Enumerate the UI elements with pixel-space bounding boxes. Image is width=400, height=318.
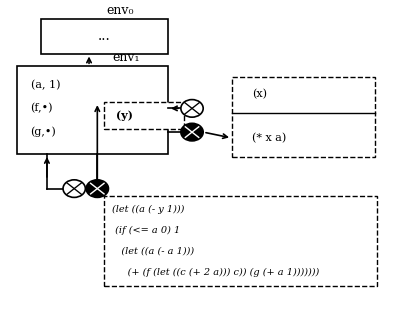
- Bar: [232, 77, 375, 157]
- Text: (let ((a (- a 1))): (let ((a (- a 1))): [112, 247, 194, 256]
- Circle shape: [181, 100, 203, 117]
- Circle shape: [63, 180, 85, 197]
- Text: (let ((a (- y 1))): (let ((a (- y 1))): [112, 204, 185, 214]
- Bar: [17, 66, 168, 154]
- Circle shape: [86, 180, 108, 197]
- Text: (f,•): (f,•): [30, 103, 53, 114]
- Circle shape: [181, 123, 203, 141]
- Text: (y): (y): [116, 110, 133, 121]
- Bar: [104, 197, 377, 286]
- Text: env₁: env₁: [112, 51, 140, 64]
- Text: (if (<= a 0) 1: (if (<= a 0) 1: [112, 225, 180, 235]
- Text: (+ (f (let ((c (+ 2 a))) c)) (g (+ a 1))))))): (+ (f (let ((c (+ 2 a))) c)) (g (+ a 1))…: [112, 268, 320, 277]
- Bar: [40, 19, 168, 54]
- Text: ...: ...: [98, 29, 111, 43]
- Text: env₀: env₀: [106, 3, 133, 17]
- Text: (x): (x): [252, 89, 267, 99]
- Text: (a, 1): (a, 1): [30, 80, 60, 91]
- Text: (g,•): (g,•): [30, 127, 56, 137]
- Text: (* x a): (* x a): [252, 133, 286, 143]
- Bar: [104, 102, 184, 129]
